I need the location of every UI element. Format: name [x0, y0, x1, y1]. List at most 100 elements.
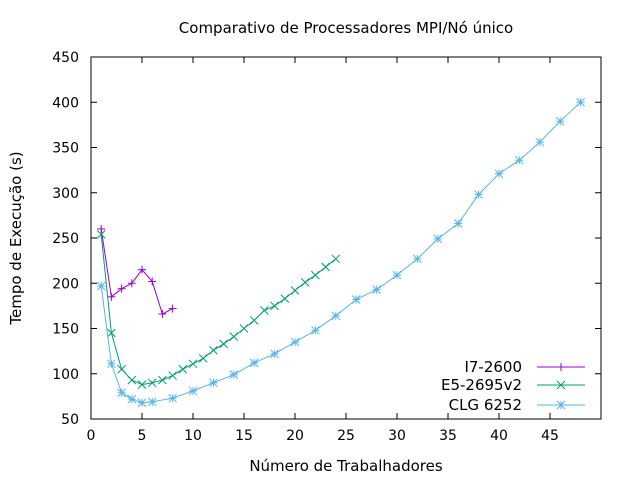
data-point [188, 386, 198, 396]
x-tick-label: 45 [541, 428, 559, 444]
data-point [107, 328, 116, 338]
data-point [331, 254, 341, 264]
legend-label: E5-2695v2 [441, 376, 522, 394]
legend-entry: I7-2600 [464, 358, 585, 376]
data-point [494, 169, 504, 179]
data-point [321, 262, 330, 272]
plot-frame [90, 56, 602, 420]
series-0 [97, 224, 177, 319]
y-tick-label: 200 [52, 276, 79, 292]
series-1 [96, 230, 341, 389]
data-point [107, 359, 116, 369]
x-tick-label: 30 [388, 428, 406, 444]
data-point [249, 316, 259, 325]
x-axis-title: Número de Trabalhadores [249, 457, 443, 475]
y-axis-title: Tempo de Execução (s) [7, 151, 25, 325]
data-point [127, 394, 137, 404]
x-tick-label: 25 [337, 428, 355, 444]
legend-label: CLG 6252 [449, 396, 522, 414]
plot-border [90, 56, 602, 420]
y-tick-label: 150 [52, 322, 79, 338]
x-tick-label: 5 [138, 428, 147, 444]
data-point [290, 286, 300, 295]
data-point [311, 325, 320, 335]
x-tick-label: 20 [286, 428, 304, 444]
data-point [96, 230, 106, 239]
data-point [229, 332, 239, 341]
data-point [97, 224, 106, 233]
data-point [515, 155, 524, 165]
data-point [555, 116, 565, 126]
x-tick-label: 10 [184, 428, 202, 444]
series-layer [96, 97, 585, 408]
data-point [576, 97, 585, 107]
data-point [209, 378, 218, 388]
x-tick-label: 35 [439, 428, 457, 444]
data-point [300, 277, 310, 287]
data-point [127, 279, 136, 288]
data-point [239, 324, 249, 333]
data-point [117, 388, 126, 398]
y-tick-label: 50 [61, 412, 79, 428]
data-point [311, 270, 320, 280]
data-point [351, 295, 361, 304]
data-point [188, 359, 198, 369]
y-tick-label: 450 [52, 50, 79, 66]
x-tick-label: 40 [490, 428, 508, 444]
y-tick-label: 400 [52, 95, 79, 111]
data-point [260, 306, 269, 315]
axis-ticks: 0 5 10 15 20 25 30 35 40 45 50 100 150 200 250 300 350 40… [52, 50, 601, 444]
data-point [556, 380, 566, 390]
series-line [100, 234, 337, 386]
series-line [100, 228, 173, 315]
y-tick-label: 350 [52, 141, 79, 157]
legend-entry: CLG 6252 [449, 396, 585, 414]
data-point [96, 281, 106, 291]
data-point [270, 301, 279, 311]
x-tick-label: 0 [87, 428, 96, 444]
data-point [147, 378, 157, 388]
data-point [209, 345, 218, 355]
data-point [249, 358, 259, 368]
series-2 [96, 97, 585, 408]
data-point [117, 364, 126, 374]
y-tick-label: 250 [52, 231, 79, 247]
data-point [290, 337, 300, 347]
data-point [331, 311, 341, 321]
data-point [168, 304, 177, 313]
data-point [158, 310, 167, 319]
data-point [219, 339, 228, 349]
data-point [413, 254, 422, 264]
legend-entry: E5-2695v2 [441, 376, 585, 394]
data-point [556, 400, 566, 410]
data-point [127, 375, 137, 385]
y-tick-label: 100 [52, 367, 79, 383]
data-point [198, 354, 208, 363]
data-point [117, 284, 126, 293]
data-point [168, 371, 177, 380]
data-point [535, 137, 545, 147]
y-tick-label: 300 [52, 186, 79, 202]
data-point [557, 363, 565, 371]
data-point [270, 349, 279, 359]
data-point [474, 190, 483, 199]
data-point [138, 265, 146, 274]
data-point [107, 292, 116, 301]
data-point [453, 219, 463, 228]
data-point [372, 285, 381, 294]
data-point [392, 270, 402, 280]
x-tick-label: 15 [235, 428, 253, 444]
data-point [137, 398, 147, 408]
data-point [178, 364, 188, 374]
data-point [433, 234, 443, 244]
data-point [280, 294, 290, 303]
data-point [229, 370, 239, 380]
legend-label: I7-2600 [464, 358, 522, 376]
data-point [137, 380, 147, 389]
data-point [147, 397, 157, 407]
data-point [168, 393, 177, 403]
chart-title: Comparativo de Processadores MPI/Nó únic… [179, 19, 513, 37]
data-point [158, 375, 167, 385]
